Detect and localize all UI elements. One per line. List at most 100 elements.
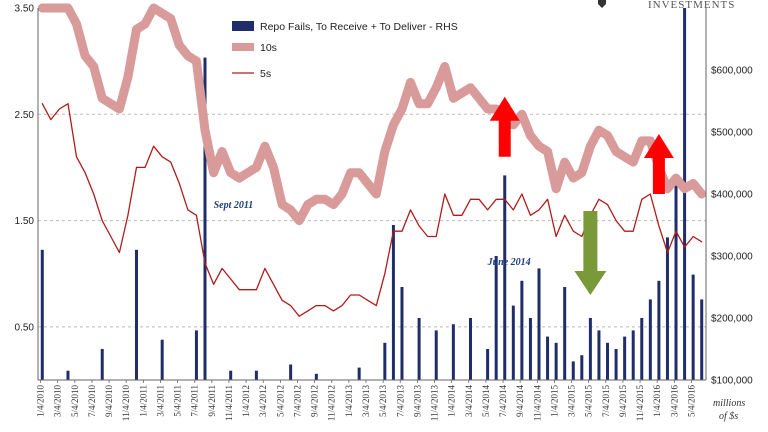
repo-fails-bar bbox=[100, 349, 104, 380]
legend-label: 5s bbox=[260, 68, 271, 80]
repo-fails-bar bbox=[537, 268, 541, 380]
repo-fails-bar bbox=[511, 305, 515, 380]
repo-fails-bar bbox=[528, 318, 532, 380]
repo-fails-bar bbox=[571, 361, 575, 380]
x-tick-label: 3/4/2011 bbox=[156, 385, 166, 417]
repo-fails-bars bbox=[40, 8, 704, 380]
repo-fails-bar bbox=[194, 330, 198, 380]
repo-fails-bar bbox=[700, 299, 704, 380]
x-tick-label: 11/4/2013 bbox=[430, 385, 440, 422]
right-tick-label: $500,000 bbox=[711, 128, 753, 139]
repo-fails-bar bbox=[383, 342, 387, 380]
repo-fails-bar bbox=[40, 249, 44, 380]
x-tick-label: 5/4/2013 bbox=[378, 385, 388, 418]
repo-fails-bar bbox=[588, 318, 592, 380]
repo-fails-bar bbox=[314, 373, 318, 380]
axes bbox=[37, 8, 707, 381]
left-axis-ticks: 0.50 1.50 2.50 3.50 bbox=[15, 4, 35, 334]
x-tick-label: 1/4/2015 bbox=[549, 385, 559, 418]
x-tick-label: 3/4/2014 bbox=[464, 385, 474, 418]
repo-fails-bar bbox=[434, 330, 438, 380]
brand-logo-icon bbox=[598, 0, 606, 8]
repo-fails-bar bbox=[554, 342, 558, 380]
x-tick-label: 3/4/2013 bbox=[361, 385, 371, 418]
annotation-label: June 2014 bbox=[487, 257, 531, 268]
x-tick-label: 9/4/2014 bbox=[515, 385, 525, 418]
repo-fails-bar bbox=[657, 280, 661, 380]
repo-fails-bar bbox=[254, 370, 258, 380]
x-tick-label: 1/4/2013 bbox=[344, 385, 354, 418]
repo-fails-bar bbox=[494, 256, 498, 380]
left-tick-label: 0.50 bbox=[15, 322, 35, 333]
units-label-2: of $s bbox=[719, 411, 738, 422]
x-tick-label: 5/4/2011 bbox=[173, 385, 183, 417]
x-tick-label: 1/4/2011 bbox=[138, 385, 148, 417]
repo-fails-bar bbox=[674, 181, 678, 380]
repo-fails-bar bbox=[468, 318, 472, 380]
repo-fails-bar bbox=[520, 280, 524, 380]
x-tick-label: 11/4/2010 bbox=[121, 385, 131, 422]
arrow-up-icon bbox=[489, 96, 520, 157]
arrow-down-icon bbox=[574, 210, 607, 295]
x-tick-label: 7/4/2011 bbox=[190, 385, 200, 417]
x-axis-ticks: 1/4/2010 3/4/2010 5/4/2010 7/4/2010 9/4/2010… bbox=[36, 380, 696, 422]
legend-swatch-bar bbox=[232, 21, 254, 31]
x-tick-label: 7/4/2010 bbox=[87, 385, 97, 418]
units-label-1: millions bbox=[713, 398, 745, 409]
repo-fails-bar bbox=[289, 364, 293, 380]
right-axis-ticks: $100,000 $200,000 $300,000 $400,000 $500,000… bbox=[711, 66, 753, 387]
x-tick-label: 11/4/2011 bbox=[224, 385, 234, 421]
left-tick-label: 2.50 bbox=[15, 110, 35, 121]
repo-fails-bar bbox=[503, 175, 507, 380]
right-tick-label: $300,000 bbox=[711, 252, 753, 263]
brand: INVESTMENTS bbox=[598, 0, 735, 11]
x-tick-label: 3/4/2012 bbox=[258, 385, 268, 417]
repo-fails-bar bbox=[357, 367, 361, 380]
right-tick-label: $200,000 bbox=[711, 314, 753, 325]
x-tick-label: 1/4/2016 bbox=[652, 385, 662, 418]
x-tick-label: 9/4/2013 bbox=[412, 385, 422, 418]
repo-fails-bar bbox=[160, 339, 164, 380]
x-tick-label: 7/4/2015 bbox=[601, 385, 611, 418]
x-tick-label: 9/4/2010 bbox=[104, 385, 114, 418]
repo-fails-bar bbox=[580, 355, 584, 380]
repo-fails-bar bbox=[606, 342, 610, 380]
repo-fails-bar bbox=[400, 287, 404, 380]
repo-fails-bar bbox=[614, 349, 618, 380]
x-tick-label: 1/4/2012 bbox=[241, 385, 251, 417]
annotation-label: Sept 2011 bbox=[214, 200, 254, 211]
x-tick-label: 5/4/2015 bbox=[584, 385, 594, 418]
repo-fails-bar bbox=[597, 330, 601, 380]
repo-fails-bar bbox=[631, 330, 635, 380]
x-tick-label: 7/4/2013 bbox=[395, 385, 405, 418]
legend-label: 10s bbox=[260, 42, 277, 54]
x-tick-label: 5/4/2016 bbox=[686, 385, 696, 418]
x-tick-label: 11/4/2014 bbox=[532, 385, 542, 422]
repo-fails-bar bbox=[563, 287, 567, 380]
gridlines bbox=[38, 113, 706, 328]
right-tick-label: $600,000 bbox=[711, 66, 753, 77]
brand-text: INVESTMENTS bbox=[648, 0, 735, 11]
repo-fails-bar bbox=[665, 237, 669, 380]
repo-fails-bar bbox=[691, 274, 695, 380]
left-tick-label: 3.50 bbox=[15, 4, 35, 15]
x-tick-label: 5/4/2010 bbox=[70, 385, 80, 418]
x-tick-label: 11/4/2012 bbox=[327, 385, 337, 421]
x-tick-label: 9/4/2011 bbox=[207, 385, 217, 417]
x-tick-label: 9/4/2012 bbox=[310, 385, 320, 417]
annotations: Sept 2011 June 2014 bbox=[214, 96, 674, 295]
x-tick-label: 5/4/2012 bbox=[275, 385, 285, 417]
legend-label: Repo Fails, To Receive + To Deliver - RH… bbox=[260, 21, 458, 33]
x-tick-label: 3/4/2016 bbox=[669, 385, 679, 418]
repo-fails-bar bbox=[648, 299, 652, 380]
x-tick-label: 1/4/2010 bbox=[36, 385, 46, 418]
repo-fails-bar bbox=[546, 336, 550, 380]
yield-lines bbox=[37, 3, 707, 317]
repo-fails-bar bbox=[640, 318, 644, 380]
repo-fails-bar bbox=[203, 57, 207, 380]
x-tick-label: 11/4/2015 bbox=[635, 385, 645, 422]
x-tick-label: 3/4/2015 bbox=[567, 385, 577, 418]
x-tick-label: 7/4/2012 bbox=[293, 385, 303, 417]
repo-fails-bar bbox=[391, 225, 395, 380]
